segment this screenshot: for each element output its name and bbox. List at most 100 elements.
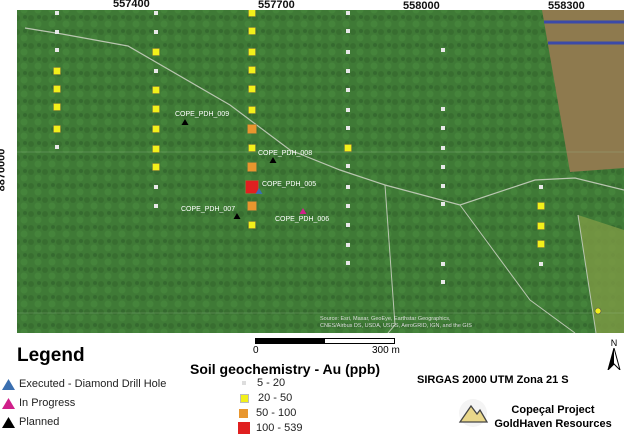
pasture-area — [542, 10, 624, 172]
sample-point[interactable] — [441, 48, 445, 52]
sample-point[interactable] — [537, 202, 545, 210]
north-label: N — [610, 338, 618, 348]
sample-point[interactable] — [53, 103, 61, 111]
sample-point[interactable] — [152, 105, 160, 113]
sample-point[interactable] — [537, 240, 545, 248]
drill-hole-label: COPE_PDH_008 — [258, 150, 312, 157]
soil-class-50-100: 50 - 100 — [238, 407, 302, 419]
sample-point[interactable] — [346, 223, 350, 227]
sample-point[interactable] — [346, 69, 350, 73]
swatch-orange — [239, 408, 248, 418]
drill-hole-marker[interactable] — [233, 213, 241, 219]
sample-point[interactable] — [441, 262, 445, 266]
drill-hole-marker[interactable] — [269, 157, 277, 163]
sample-point[interactable] — [154, 204, 158, 208]
sample-point[interactable] — [346, 11, 350, 15]
sample-point[interactable] — [441, 184, 445, 188]
sample-point[interactable] — [441, 107, 445, 111]
track — [384, 184, 396, 333]
drill-hole-marker[interactable] — [299, 208, 307, 214]
sample-point-circle[interactable] — [594, 307, 602, 315]
sample-point[interactable] — [247, 124, 257, 134]
x-tick-label: 558300 — [548, 0, 585, 12]
sample-point[interactable] — [248, 48, 256, 56]
triangle-magenta-icon — [2, 397, 15, 409]
north-arrow: N — [606, 338, 622, 375]
sample-point[interactable] — [247, 201, 257, 211]
sample-point[interactable] — [53, 67, 61, 75]
sample-point[interactable] — [346, 204, 350, 208]
sample-point[interactable] — [537, 222, 545, 230]
crs-label: SIRGAS 2000 UTM Zona 21 S — [417, 374, 569, 386]
sample-point[interactable] — [346, 164, 350, 168]
drill-hole-marker[interactable] — [181, 119, 189, 125]
sample-point[interactable] — [346, 108, 350, 112]
drill-hole-label: COPE_PDH_006 — [275, 216, 329, 223]
sample-point[interactable] — [245, 180, 259, 194]
soil-class-5-20: 5 - 20 — [238, 377, 302, 389]
sample-point[interactable] — [346, 126, 350, 130]
sample-point[interactable] — [247, 162, 257, 172]
north-arrow-icon — [607, 346, 621, 372]
scale-end: 300 m — [372, 345, 400, 356]
satellite-map[interactable]: COPE_PDH_009 COPE_PDH_008 COPE_PDH_005 COPE… — [17, 10, 624, 333]
sample-point[interactable] — [248, 85, 256, 93]
triangle-blue-icon — [2, 378, 15, 390]
soil-legend-title: Soil geochemistry - Au (ppb) — [190, 361, 381, 377]
sample-point[interactable] — [154, 30, 158, 34]
legend-item-planned: Planned — [2, 416, 166, 428]
map-frame[interactable]: COPE_PDH_009 COPE_PDH_008 COPE_PDH_005 COPE… — [17, 10, 624, 333]
x-tick-label: 557400 — [113, 0, 150, 10]
sample-point[interactable] — [441, 280, 445, 284]
attribution: Source: Esri, Maxar, GeoEye, Earthstar G… — [320, 316, 472, 329]
sample-point[interactable] — [55, 145, 59, 149]
sample-point[interactable] — [441, 126, 445, 130]
sample-point[interactable] — [53, 85, 61, 93]
sample-point[interactable] — [53, 125, 61, 133]
drill-hole-label: COPE_PDH_009 — [175, 111, 229, 118]
sample-point[interactable] — [346, 185, 350, 189]
sample-point[interactable] — [248, 144, 256, 152]
sample-point[interactable] — [346, 88, 350, 92]
sample-point[interactable] — [248, 10, 256, 17]
swatch-red — [238, 422, 250, 434]
y-tick-label: 8870000 — [0, 148, 8, 192]
sample-point[interactable] — [346, 29, 350, 33]
sample-point[interactable] — [154, 69, 158, 73]
legend-item-in-progress: In Progress — [2, 397, 166, 409]
legend: Executed - Diamond Drill Hole In Progres… — [2, 378, 166, 428]
sample-point[interactable] — [346, 243, 350, 247]
sample-point[interactable] — [248, 106, 256, 114]
sample-point[interactable] — [346, 261, 350, 265]
sample-point[interactable] — [152, 163, 160, 171]
x-tick-label: 557700 — [258, 0, 295, 11]
sample-point[interactable] — [441, 202, 445, 206]
sample-point[interactable] — [248, 221, 256, 229]
sample-point[interactable] — [55, 11, 59, 15]
sample-point[interactable] — [154, 11, 158, 15]
sample-point[interactable] — [539, 185, 543, 189]
swatch-yellow — [240, 393, 249, 403]
track — [577, 214, 597, 333]
sample-point[interactable] — [154, 185, 158, 189]
sample-point[interactable] — [346, 50, 350, 54]
sample-point[interactable] — [55, 48, 59, 52]
sample-point[interactable] — [441, 165, 445, 169]
clearing-area — [578, 215, 624, 333]
sample-point[interactable] — [55, 30, 59, 34]
track — [459, 204, 576, 333]
sample-point[interactable] — [441, 146, 445, 150]
sample-point[interactable] — [344, 144, 352, 152]
legend-item-executed: Executed - Diamond Drill Hole — [2, 378, 166, 390]
sample-point[interactable] — [152, 145, 160, 153]
sample-point[interactable] — [248, 27, 256, 35]
project-name: Copeçal Project GoldHaven Resources — [494, 404, 612, 430]
sample-point[interactable] — [152, 48, 160, 56]
sample-point[interactable] — [152, 86, 160, 94]
sample-point[interactable] — [248, 66, 256, 74]
scale-start: 0 — [253, 345, 259, 356]
sample-point[interactable] — [539, 262, 543, 266]
drill-hole-marker[interactable] — [255, 188, 263, 194]
sample-point[interactable] — [152, 125, 160, 133]
legend-title: Legend — [17, 345, 85, 366]
